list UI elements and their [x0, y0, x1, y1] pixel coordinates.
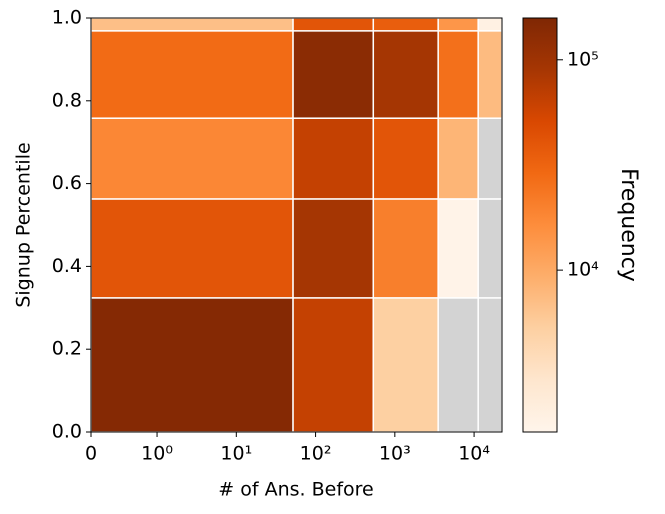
- x-tick-label: 10¹: [220, 443, 252, 465]
- x-tick-label: 10⁴: [458, 443, 490, 465]
- heatmap-cell: [292, 198, 375, 299]
- x-tick-label: 0: [85, 443, 97, 465]
- heatmap-cell: [372, 17, 439, 32]
- empty-cell: [477, 198, 503, 299]
- plot-frame: [90, 17, 503, 433]
- heatmap-cell: [437, 198, 479, 299]
- heatmap-cell: [90, 17, 294, 32]
- colorbar-label: Frequency: [616, 168, 641, 282]
- heatmap-cell: [292, 297, 375, 433]
- x-tick-label: 10²: [300, 443, 332, 465]
- colorbar-tick-label: 10⁴: [567, 259, 599, 281]
- empty-cell: [477, 297, 503, 433]
- heatmap-cell: [477, 30, 503, 119]
- heatmap-cell: [90, 297, 294, 433]
- heatmap-cell: [437, 17, 479, 32]
- heatmap-cell: [372, 117, 439, 200]
- heatmap-cell: [437, 30, 479, 119]
- heatmap-cell: [292, 17, 375, 32]
- empty-cell: [437, 297, 479, 433]
- heatmap-cell: [292, 30, 375, 119]
- heatmap-cell: [372, 198, 439, 299]
- y-tick-label: 0.4: [52, 255, 82, 277]
- y-tick-label: 1.0: [52, 7, 82, 29]
- y-axis-label: Signup Percentile: [13, 142, 35, 307]
- heatmap-cell: [90, 198, 294, 299]
- x-axis-label: # of Ans. Before: [218, 479, 373, 501]
- colorbar-tick-label: 10⁵: [567, 48, 599, 70]
- empty-cell: [477, 117, 503, 200]
- y-tick-label: 0.2: [52, 338, 82, 360]
- heatmap-cell: [437, 117, 479, 200]
- y-tick-label: 0.0: [52, 421, 82, 443]
- y-tick-label: 0.8: [52, 89, 82, 111]
- heatmap-cell: [292, 117, 375, 200]
- heatmap-cell: [90, 117, 294, 200]
- heatmap-cell: [477, 17, 503, 32]
- x-tick-label: 10³: [379, 443, 411, 465]
- heatmap-cell: [372, 30, 439, 119]
- x-tick-label: 10⁰: [141, 443, 173, 465]
- y-tick-label: 0.6: [52, 172, 82, 194]
- heatmap-cell: [90, 30, 294, 119]
- heatmap-cell: [372, 297, 439, 433]
- colorbar: [522, 17, 558, 433]
